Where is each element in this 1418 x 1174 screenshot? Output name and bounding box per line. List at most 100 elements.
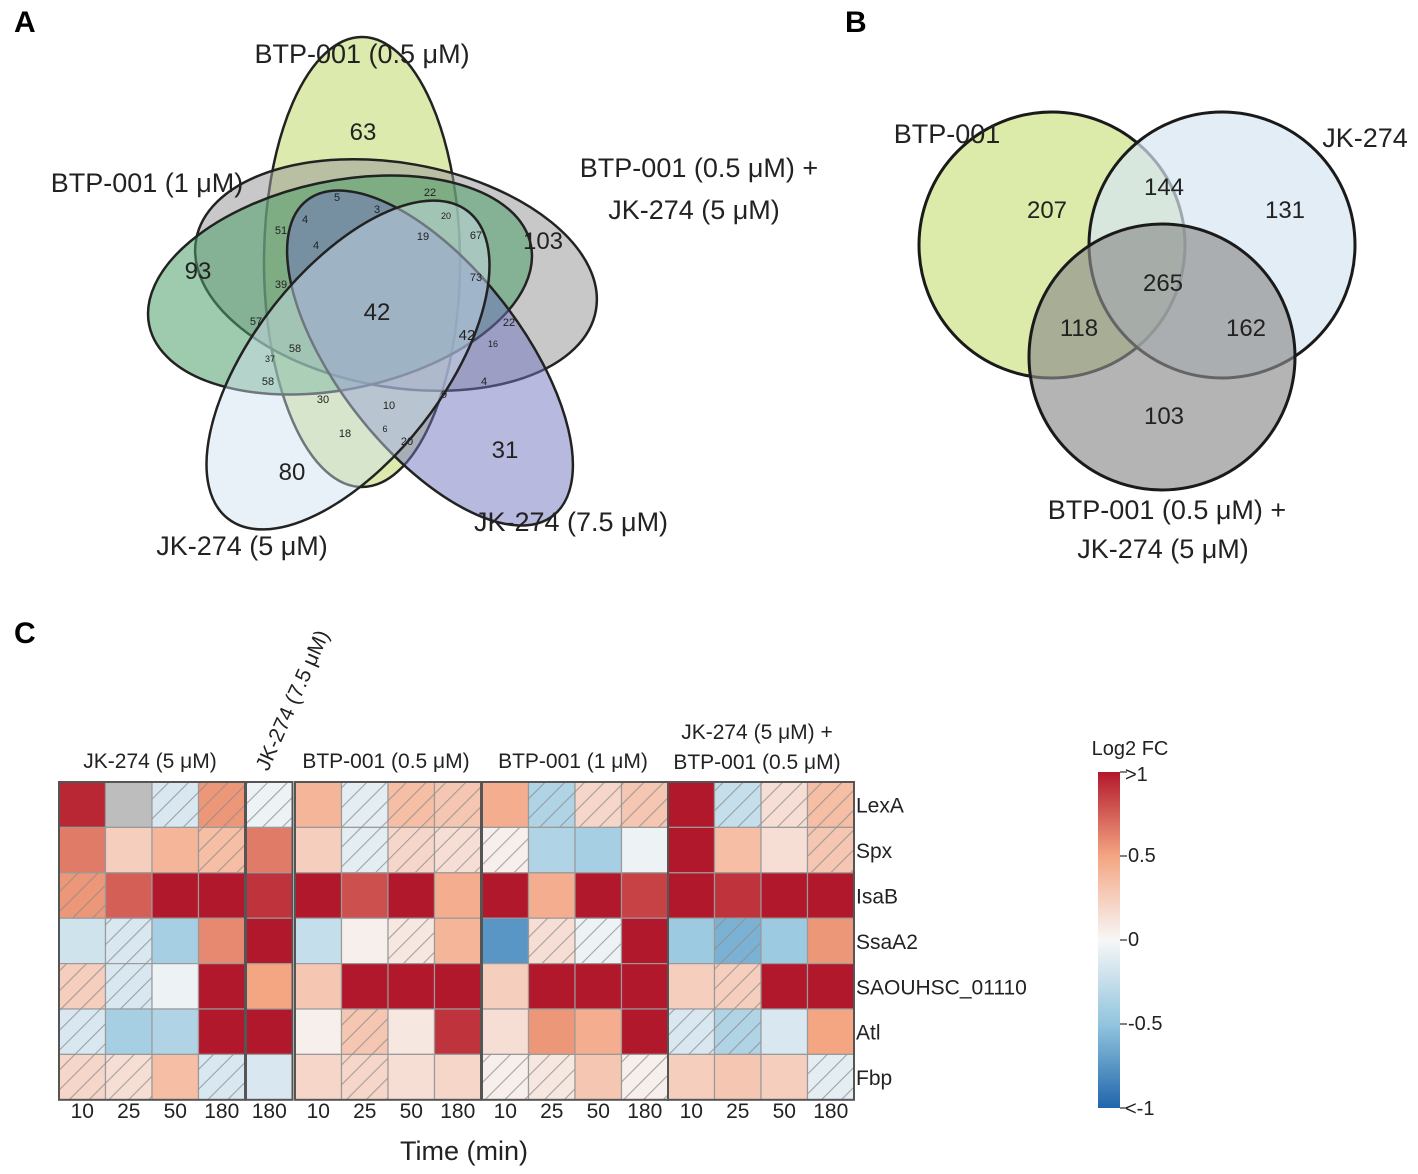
- heatmap-cell: [433, 872, 482, 919]
- heatmap-cell: [620, 826, 669, 874]
- heatmap-cell-hatch: [621, 782, 668, 828]
- venn-a-ellipse-jk-75: [285, 189, 575, 527]
- heatmap-cell: [667, 962, 716, 1010]
- heatmap-cell: [667, 872, 716, 919]
- heatmap-time-tick: 25: [540, 1100, 563, 1123]
- venn-a-region: 3: [374, 204, 380, 216]
- venn-a-region: 39: [275, 279, 287, 291]
- heatmap-cell: [387, 1053, 436, 1101]
- heatmap-cell-hatch: [105, 963, 152, 1009]
- heatmap-cell: [340, 872, 389, 919]
- heatmap-cell: [713, 872, 762, 919]
- venn-a-region: 19: [417, 231, 429, 243]
- heatmap-cell: [245, 872, 294, 919]
- venn-b-label-btp: BTP-001: [894, 119, 1001, 149]
- venn-a-region: 73: [470, 272, 482, 284]
- heatmap-cell: [104, 781, 153, 829]
- heatmap-cell-hatch: [807, 1054, 854, 1100]
- heatmap-cell: [806, 917, 855, 965]
- panel-letter-c: C: [14, 617, 36, 650]
- heatmap-time-tick: 10: [307, 1100, 330, 1123]
- heatmap-x-axis-label: Time (min): [400, 1136, 528, 1166]
- colorbar-gradient: [1098, 772, 1120, 1108]
- heatmap-group-title: JK-274 (5 μM) +: [681, 721, 833, 744]
- venn-a-label-combo-line2: JK-274 (5 μM): [608, 195, 780, 225]
- colorbar-tick-label: <-1: [1125, 1098, 1154, 1120]
- heatmap-cell: [433, 962, 482, 1010]
- heatmap-gene-label: Atl: [856, 1022, 881, 1045]
- heatmap-group-title: JK-274 (5 μM): [83, 750, 216, 773]
- venn-a-region: 9: [441, 389, 447, 401]
- venn-a-region: 20: [401, 436, 413, 448]
- heatmap-cell-hatch: [59, 872, 106, 919]
- heatmap-cell-hatch: [575, 918, 622, 964]
- heatmap-time-tick: 180: [813, 1100, 848, 1123]
- heatmap-gene-label: Fbp: [856, 1067, 892, 1090]
- heatmap-cell: [806, 872, 855, 919]
- venn-a-region: 16: [488, 339, 498, 349]
- heatmap-time-tick: 25: [353, 1100, 376, 1123]
- venn-b-label-jk: JK-274: [1322, 123, 1408, 153]
- heatmap-cell: [667, 917, 716, 965]
- venn-a-count-combo: 103: [523, 228, 563, 255]
- venn-a-label-btp-05: BTP-001 (0.5 μM): [254, 39, 469, 69]
- heatmap-cell: [667, 781, 716, 829]
- heatmap-cell-hatch: [341, 1009, 388, 1055]
- heatmap-time-tick: 180: [204, 1100, 239, 1123]
- heatmap-group-title: BTP-001 (1 μM): [498, 750, 648, 773]
- heatmap-cell: [527, 1008, 576, 1056]
- heatmap-cell-hatch: [246, 782, 293, 828]
- venn-a-label-btp-1: BTP-001 (1 μM): [51, 168, 244, 198]
- heatmap-cell-hatch: [528, 918, 575, 964]
- heatmap-cell-hatch: [198, 827, 245, 873]
- venn-a-region: 6: [382, 424, 387, 434]
- heatmap-cell: [433, 1053, 482, 1101]
- heatmap-cell: [104, 872, 153, 919]
- heatmap-cell: [197, 917, 246, 965]
- heatmap-cell: [481, 872, 530, 919]
- heatmap-cell: [620, 1008, 669, 1056]
- heatmap-cell: [713, 1053, 762, 1101]
- panel-letter-b: B: [845, 6, 867, 39]
- heatmap-cell: [387, 872, 436, 919]
- heatmap-time-tick: 10: [680, 1100, 703, 1123]
- heatmap-cell: [760, 962, 809, 1010]
- heatmap-cell: [151, 826, 200, 874]
- heatmap-cell: [481, 962, 530, 1010]
- venn-b-count-jk-only: 131: [1265, 197, 1305, 224]
- venn-a-region: 58: [289, 343, 301, 355]
- heatmap-cell: [245, 826, 294, 874]
- heatmap-cell-hatch: [807, 782, 854, 828]
- colorbar-tick-label: -0.5: [1128, 1013, 1162, 1035]
- heatmap-cell-hatch: [341, 782, 388, 828]
- heatmap-time-tick: 50: [773, 1100, 796, 1123]
- heatmap-time-tick: 50: [164, 1100, 187, 1123]
- heatmap-time-tick: 180: [627, 1100, 662, 1123]
- colorbar-tick-label: 0: [1128, 929, 1139, 951]
- heatmap-cell: [760, 826, 809, 874]
- heatmap-cell: [667, 826, 716, 874]
- heatmap-cell: [806, 962, 855, 1010]
- heatmap-cell-hatch: [482, 827, 529, 873]
- heatmap-cell-hatch: [528, 782, 575, 828]
- venn-5-set: BTP-001 (0.5 μM) BTP-001 (1 μM) BTP-001 …: [51, 35, 818, 561]
- venn-a-region: 22: [424, 187, 436, 199]
- venn-b-circle-combo: [1027, 222, 1297, 492]
- heatmap-time-tick: 10: [494, 1100, 517, 1123]
- heatmap-cell-hatch: [105, 918, 152, 964]
- heatmap-time-tick: 180: [252, 1100, 287, 1123]
- heatmap-cell: [481, 917, 530, 965]
- heatmap-cell-hatch: [59, 1009, 106, 1055]
- heatmap-cell: [527, 962, 576, 1010]
- heatmap-cell: [294, 962, 343, 1010]
- heatmap-cell: [387, 962, 436, 1010]
- heatmap-cell: [197, 1008, 246, 1056]
- venn-b-count-btp-jk: 144: [1144, 174, 1184, 201]
- heatmap-cell-hatch: [59, 963, 106, 1009]
- heatmap-cell-hatch: [341, 1054, 388, 1100]
- heatmap-cell: [58, 826, 107, 874]
- heatmap-cell: [760, 917, 809, 965]
- heatmap-time-tick: 180: [440, 1100, 475, 1123]
- heatmap-cell: [104, 826, 153, 874]
- venn-a-count-jk-5: 80: [279, 459, 306, 486]
